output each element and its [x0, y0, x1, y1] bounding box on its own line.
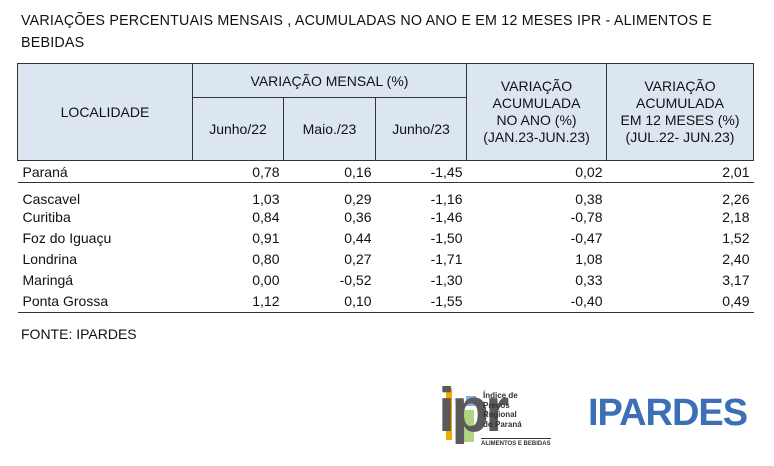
value-cell: -0,47 [570, 230, 603, 246]
value-cell: 2,01 [606, 160, 754, 183]
table-row: Foz do Iguaçu 0,91 0,44 -1,50 -0,47 1,52 [18, 228, 754, 249]
header-cell: Junho/22 [192, 97, 284, 161]
header-cell: LOCALIDADE [17, 63, 193, 161]
value-cell: 0,38 [575, 190, 603, 207]
data-table: LOCALIDADE VARIAÇÃO MENSAL (%) VARIAÇÃO A… [17, 63, 754, 313]
location-cell: Maringá [22, 272, 74, 288]
logo-bar [466, 396, 476, 406]
value-cell: -1,55 [375, 290, 467, 313]
header-line: NO ANO (%) [496, 112, 577, 128]
value-cell: 3,17 [722, 272, 750, 288]
value-cell: 0,36 [344, 209, 372, 225]
value-cell: -1,30 [430, 272, 463, 288]
value-cell: 1,03 [252, 190, 280, 207]
location-cell: Ponta Grossa [17, 290, 193, 313]
header-line: ACUMULADA [636, 95, 724, 111]
value-cell: 2,18 [722, 209, 750, 225]
logo-text: Regional [483, 410, 517, 419]
header-cell: VARIAÇÃO ACUMULADA NO ANO (%) (JAN.23-JUN.2… [466, 63, 607, 161]
title: VARIAÇÕES PERCENTUAIS MENSAIS , ACUMULAD… [21, 13, 712, 51]
table-row: Cascavel 1,03 0,29 -1,16 0,38 2,26 [18, 183, 754, 207]
value-cell: 0,80 [252, 251, 280, 267]
ipr-name: Índice de Preços Regional do Paraná [483, 391, 522, 429]
logo-text: Preços [483, 400, 510, 410]
value-cell: -1,45 [375, 160, 467, 183]
logo-text: do Paraná [483, 419, 522, 429]
header-line: VARIAÇÃO [644, 78, 716, 94]
ipardes-logo: IPARDES [588, 392, 748, 434]
header-line: EM 12 MESES (%) [620, 112, 740, 128]
value-cell: 0,33 [575, 272, 603, 288]
value-cell: 1,08 [575, 251, 603, 267]
source: FONTE: IPARDES [21, 326, 137, 342]
value-cell: -0,52 [339, 272, 372, 288]
value-cell: 2,26 [722, 190, 750, 207]
ipr-logo: ipr [438, 376, 509, 445]
logo-text: Índice de [483, 391, 518, 400]
table-row: Paraná 0,78 0,16 -1,45 0,02 2,01 [17, 160, 754, 183]
value-cell: 0,84 [252, 209, 280, 225]
table-row: Maringá 0,00 -0,52 -1,30 0,33 3,17 [18, 270, 754, 291]
value-cell: 2,40 [722, 251, 750, 267]
value-cell: 0,78 [192, 160, 284, 183]
value-cell: -1,46 [430, 209, 463, 225]
table-row: Ponta Grossa 1,12 0,10 -1,55 -0,40 0,49 [17, 290, 754, 313]
value-cell: 1,52 [722, 230, 750, 246]
header-line: VARIAÇÃO [500, 78, 573, 94]
value-cell: -1,50 [430, 230, 463, 246]
value-cell: -1,16 [430, 190, 463, 207]
location-cell: Paraná [17, 160, 193, 183]
value-cell: 0,49 [606, 290, 754, 313]
value-cell: -0,78 [570, 209, 603, 225]
value-cell: -0,40 [466, 290, 607, 313]
value-cell: 0,29 [344, 190, 372, 207]
header-cell: VARIAÇÃO ACUMULADA EM 12 MESES (%) (JUL.22-… [606, 63, 754, 161]
value-cell: 0,91 [252, 230, 280, 246]
location-cell: Cascavel [22, 190, 81, 207]
value-cell: 0,44 [344, 230, 372, 246]
header-line: (JUL.22- JUN.23) [625, 129, 735, 145]
logo-bar [446, 388, 452, 440]
value-cell: 0,27 [344, 251, 372, 267]
location-cell: Foz do Iguaçu [22, 230, 112, 246]
header-line: ACUMULADA [492, 95, 581, 111]
table-row: Londrina 0,80 0,27 -1,71 1,08 2,40 [18, 249, 754, 270]
header-cell: VARIAÇÃO MENSAL (%) [192, 63, 467, 98]
location-cell: Londrina [22, 251, 78, 267]
header-cell: Maio./23 [283, 97, 376, 161]
value-cell: 1,12 [192, 290, 284, 313]
header-cell: Junho/23 [375, 97, 467, 161]
header-line: (JAN.23-JUN.23) [483, 129, 590, 145]
value-cell: 0,10 [283, 290, 376, 313]
table-row: Curitiba 0,84 0,36 -1,46 -0,78 2,18 [18, 207, 754, 228]
value-cell: 0,02 [466, 160, 607, 183]
ipr-subtitle: ALIMENTOS E BEBIDAS [481, 438, 551, 447]
location-cell: Curitiba [22, 209, 71, 225]
value-cell: 0,16 [283, 160, 376, 183]
value-cell: -1,71 [430, 251, 463, 267]
logo-bar [462, 410, 474, 442]
value-cell: 0,00 [252, 272, 280, 288]
